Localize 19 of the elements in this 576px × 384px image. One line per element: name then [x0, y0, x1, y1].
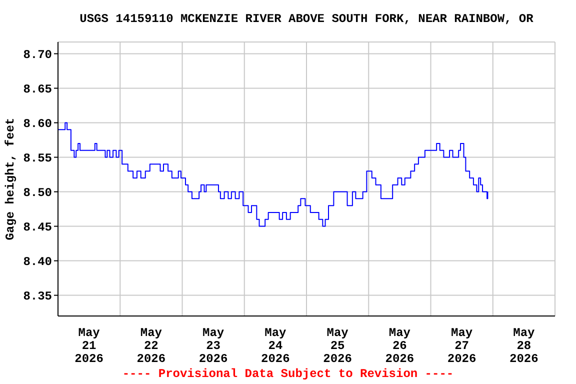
- y-tick-label: 8.60: [23, 117, 52, 132]
- x-tick-label: May 23 2026: [198, 326, 228, 366]
- y-tick-label: 8.40: [23, 255, 52, 270]
- text: ---- Provisional Data Subject to Revision ----: [121, 367, 455, 381]
- x-tick-label: May 24 2026: [261, 326, 290, 366]
- y-axis-title: Gage height, feet: [3, 118, 18, 240]
- y-tick-label: 8.65: [23, 82, 52, 96]
- x-tick-label: May 26 2026: [385, 326, 414, 366]
- chart-title: USGS 14159110 MCKENZIE RIVER ABOVE SOUTH FORK, NEAR RAINBOW, OR: [78, 12, 534, 26]
- x-tick-label: May 27 2026: [447, 326, 476, 366]
- y-tick-label: 8.55: [23, 152, 52, 166]
- x-tick-label: May 28 2026: [510, 326, 538, 366]
- y-tick-label: 8.50: [23, 186, 52, 200]
- x-tick-label: May 21 2026: [74, 326, 104, 366]
- y-tick-label: 8.70: [23, 48, 52, 62]
- x-tick-label: May 25 2026: [323, 326, 352, 366]
- y-tick-label: 8.35: [23, 290, 52, 304]
- x-tick-label: May 22 2026: [136, 326, 166, 366]
- y-tick-label: 8.45: [23, 220, 52, 235]
